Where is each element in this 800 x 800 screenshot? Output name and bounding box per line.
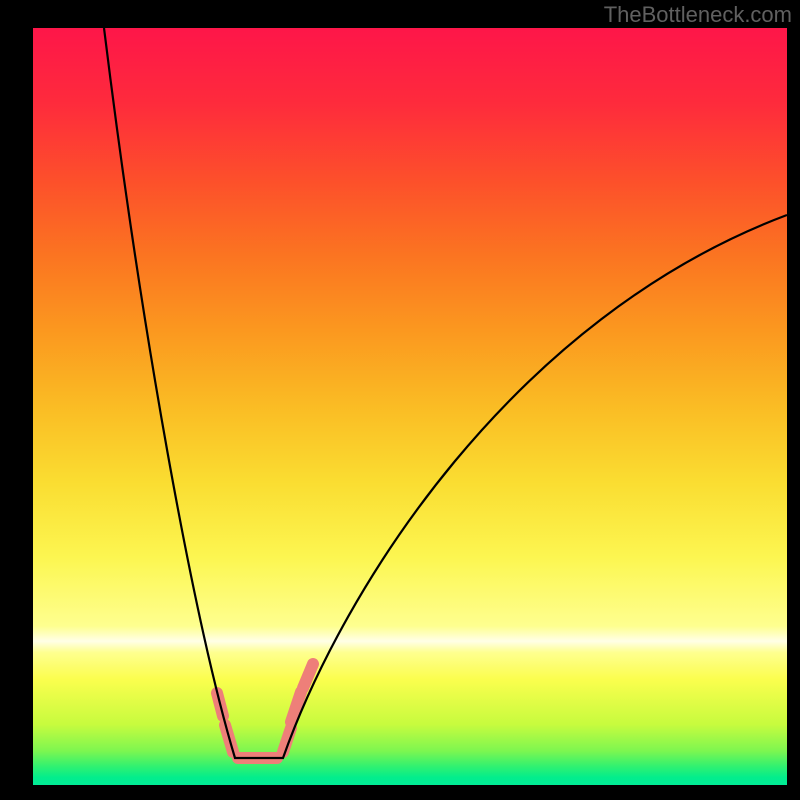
watermark-text: TheBottleneck.com [604,2,792,28]
plot-svg [33,28,787,785]
plot-area [33,28,787,785]
gradient-background [33,28,787,785]
